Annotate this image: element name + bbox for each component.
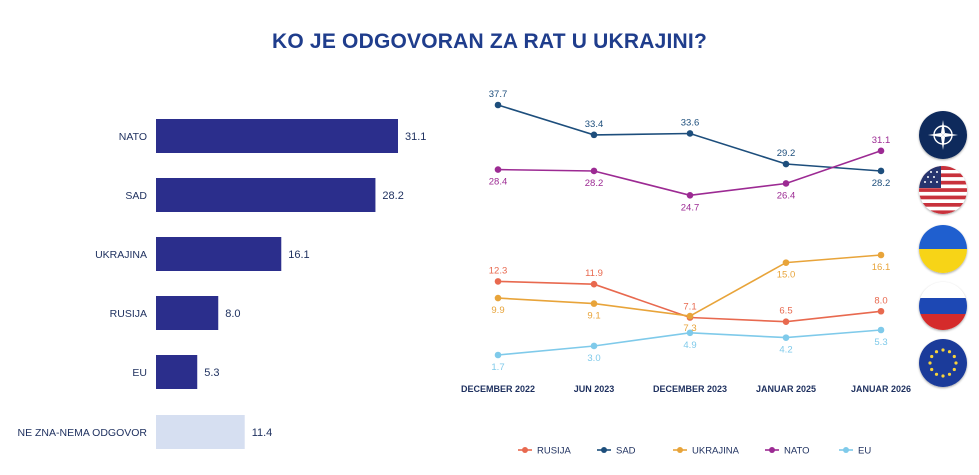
legend-marker-nato	[769, 447, 775, 453]
bar-category-label-sad: SAD	[125, 190, 147, 202]
data-point-rusija-4	[877, 307, 885, 315]
bar-ukrajina	[156, 237, 282, 271]
data-point-nato-4	[877, 147, 885, 155]
bar-nato	[156, 119, 398, 153]
series-line-sad	[497, 104, 882, 172]
data-point-ukrajina-3	[782, 259, 790, 266]
data-label-rusija-1: 11.9	[585, 268, 603, 279]
data-point-sad-2	[686, 130, 694, 137]
series-line-nato	[497, 150, 882, 197]
ukraine-flag-icon	[919, 225, 967, 273]
bar-value-label-rusija: 8.0	[225, 308, 240, 320]
legend-label-sad: SAD	[616, 446, 636, 457]
legend-label-nato: NATO	[784, 446, 810, 457]
legend-item-ukrajina: UKRAJINA	[673, 446, 740, 457]
data-point-nato-1	[590, 167, 598, 175]
data-label-rusija-3: 6.5	[779, 306, 792, 317]
bar-category-label-rusija: RUSIJA	[110, 308, 147, 320]
legend-marker-rusija	[522, 447, 528, 453]
data-point-ukrajina-1	[590, 300, 598, 307]
bar-ne-zna-nema-odgovor	[156, 415, 245, 449]
data-label-ukrajina-4: 16.1	[872, 262, 891, 273]
data-point-nato-3	[782, 180, 790, 187]
data-point-sad-1	[590, 131, 598, 139]
data-label-rusija-2: 7.1	[683, 302, 696, 313]
data-label-sad-4: 28.2	[872, 178, 891, 189]
data-label-rusija-4: 8.0	[874, 295, 887, 306]
x-tick-label-jun-2023: JUN 2023	[574, 384, 615, 394]
bar-category-label-ne-zna-nema-odgovor: NE ZNA-NEMA ODGOVOR	[17, 427, 147, 439]
bar-value-label-nato: 31.1	[405, 131, 426, 143]
data-point-sad-0	[494, 101, 502, 109]
data-point-eu-1	[590, 342, 598, 350]
eu-flag-icon	[919, 339, 967, 387]
data-point-ukrajina-0	[494, 294, 502, 302]
bar-value-label-sad: 28.2	[382, 190, 403, 202]
data-label-nato-2: 24.7	[681, 202, 700, 213]
legend-label-ukrajina: UKRAJINA	[692, 446, 740, 457]
x-tick-label-januar-2026: JANUAR 2026	[851, 384, 911, 394]
data-label-nato-0: 28.4	[489, 177, 508, 188]
nato-flag-icon	[919, 111, 967, 159]
data-label-sad-1: 33.4	[585, 119, 604, 130]
data-point-rusija-0	[494, 278, 502, 285]
legend-label-eu: EU	[858, 446, 871, 457]
bar-category-label-ukrajina: UKRAJINA	[95, 249, 147, 261]
data-point-ukrajina-4	[877, 251, 885, 259]
bar-rusija	[156, 296, 219, 330]
page-title: KO JE ODGOVORAN ZA RAT U UKRAJINI?	[272, 30, 707, 53]
data-point-nato-0	[494, 166, 502, 173]
legend-marker-ukrajina	[677, 447, 683, 453]
data-point-sad-4	[877, 167, 885, 175]
data-point-eu-3	[782, 334, 790, 341]
data-point-sad-3	[782, 160, 790, 168]
bar-value-label-eu: 5.3	[204, 367, 219, 379]
usa-flag-icon	[919, 166, 967, 214]
data-label-ukrajina-0: 9.9	[491, 305, 504, 316]
legend-marker-eu	[843, 447, 849, 453]
data-label-nato-4: 31.1	[872, 135, 891, 146]
data-label-sad-2: 33.6	[681, 117, 700, 128]
bar-eu	[156, 355, 198, 389]
data-label-eu-2: 4.9	[683, 340, 696, 351]
data-point-rusija-1	[590, 280, 598, 288]
data-label-eu-3: 4.2	[779, 345, 792, 356]
data-label-eu-4: 5.3	[874, 337, 887, 348]
bar-value-label-ne-zna-nema-odgovor: 11.4	[252, 427, 273, 439]
data-point-ukrajina-2	[686, 312, 694, 320]
legend-item-nato: NATO	[765, 446, 810, 457]
data-point-eu-2	[686, 329, 694, 337]
bar-sad	[156, 178, 376, 212]
legend-item-eu: EU	[839, 446, 871, 457]
bar-category-label-nato: NATO	[119, 131, 147, 143]
data-label-eu-1: 3.0	[587, 353, 600, 364]
x-tick-label-januar-2025: JANUAR 2025	[756, 384, 816, 394]
data-point-nato-2	[686, 191, 694, 199]
data-label-ukrajina-3: 15.0	[777, 270, 796, 281]
data-label-sad-0: 37.7	[489, 89, 508, 100]
x-tick-label-december-2022: DECEMBER 2022	[461, 384, 535, 394]
data-label-eu-0: 1.7	[491, 362, 504, 373]
legend-item-sad: SAD	[597, 446, 636, 457]
data-label-ukrajina-2: 7.3	[683, 323, 696, 334]
data-label-rusija-0: 12.3	[489, 265, 508, 276]
data-label-ukrajina-1: 9.1	[587, 311, 600, 322]
data-point-eu-4	[877, 326, 885, 334]
legend-item-rusija: RUSIJA	[518, 446, 571, 457]
data-point-eu-0	[494, 351, 502, 359]
russia-flag-icon	[919, 282, 967, 330]
bar-value-label-ukrajina: 16.1	[288, 249, 309, 261]
data-label-sad-3: 29.2	[777, 148, 796, 159]
data-label-nato-3: 26.4	[777, 190, 796, 201]
data-point-rusija-3	[782, 318, 790, 325]
legend-label-rusija: RUSIJA	[537, 446, 571, 457]
legend-marker-sad	[601, 447, 607, 453]
bar-category-label-eu: EU	[132, 367, 147, 379]
x-tick-label-december-2023: DECEMBER 2023	[653, 384, 727, 394]
bar-chart: NATO 31.1 SAD 28.2 UKRAJINA 16.1 RUSIJA 8.0 EU 5.…	[17, 119, 426, 449]
data-label-nato-1: 28.2	[585, 178, 604, 189]
